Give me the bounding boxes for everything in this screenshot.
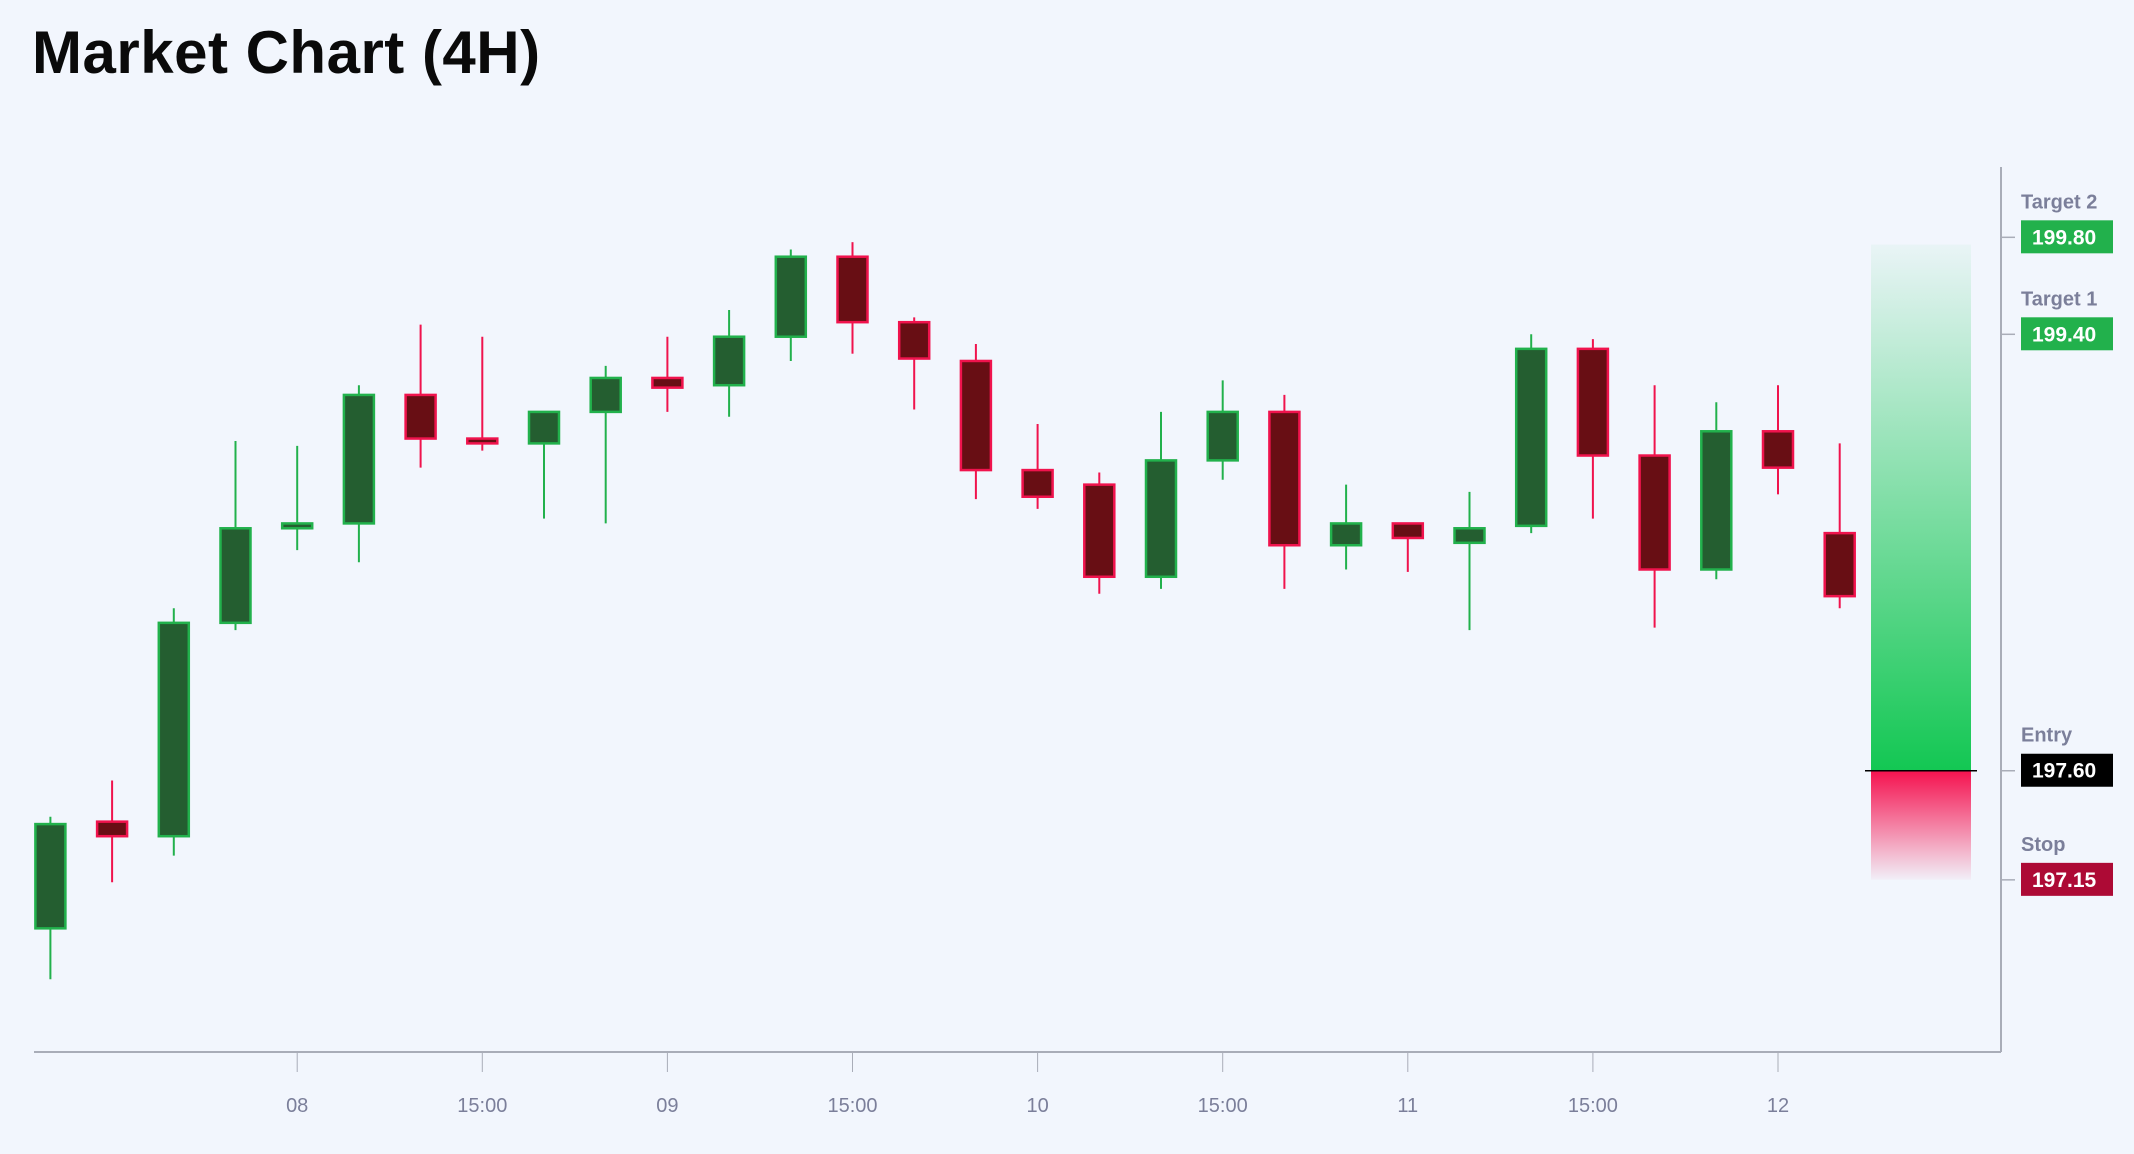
candle [95,780,129,883]
candle-body [774,255,808,338]
candle [589,365,622,524]
x-tick-label: 15:00 [827,1095,877,1117]
candle-body [1761,430,1795,469]
candle-body [34,822,67,930]
candle [1761,385,1795,495]
x-tick-label: 09 [656,1095,678,1117]
candle-body [1576,347,1610,457]
candles-layer [34,242,1856,980]
candle [1268,394,1301,589]
level-name: Target 1 [2021,288,2097,310]
level-value: 199.80 [2032,226,2096,249]
candle [527,410,561,519]
candle-body [527,410,561,445]
level-name: Stop [2021,834,2065,856]
price-level-stop: Stop 197.15 [2001,834,2113,896]
x-tick-label: 08 [286,1095,308,1117]
candle-body [1083,483,1116,579]
candle [1329,484,1363,570]
candle [1083,472,1116,594]
profit-zone [1871,244,1971,771]
level-value: 197.60 [2032,760,2096,783]
candle-body [404,393,437,440]
price-level-target-2: Target 2 199.80 [2001,191,2113,254]
candle-body [1021,468,1054,499]
price-level-entry: Entry 197.60 [2001,725,2113,787]
x-axis-ticks: 08 15:00 09 15:00 10 15:00 11 15:00 12 [286,1052,1789,1117]
level-value: 199.40 [2032,323,2096,346]
level-value-box [2021,753,2113,787]
price-level-target-1: Target 1 199.40 [2001,288,2113,351]
x-tick-label: 10 [1026,1095,1048,1117]
x-tick-label: 12 [1767,1095,1789,1117]
candle-body [1206,410,1239,462]
x-tick-label: 15:00 [1198,1095,1248,1117]
candle [1514,334,1548,534]
candle-body [157,621,191,838]
candle [1638,385,1671,628]
loss-zone [1871,770,1971,880]
candle [342,385,376,563]
level-value-box [2021,862,2113,896]
candle-body [959,359,993,472]
candle-body [280,522,314,530]
level-name: Target 2 [2021,191,2097,213]
candle-body [1823,531,1856,598]
chart-title: Market Chart (4H) [32,19,541,86]
candle [1700,402,1733,580]
candle-body [1144,459,1178,579]
candle [404,324,437,468]
level-value-box [2021,220,2113,254]
candle [651,336,684,412]
candle [1391,522,1425,572]
candle [1823,443,1856,609]
candle-body [1453,527,1486,545]
level-value-box [2021,317,2113,351]
candle [157,608,191,856]
candle [219,440,252,631]
x-tick-label: 15:00 [1568,1095,1618,1117]
x-tick-label: 15:00 [457,1095,507,1117]
candle [34,816,67,980]
candle [466,336,499,451]
candle [280,445,314,551]
candle-body [897,320,931,360]
candle-body [1700,430,1733,571]
candle-body [1329,522,1363,547]
candle [712,310,746,417]
x-tick-label: 11 [1397,1095,1418,1117]
candle-body [342,393,376,525]
candle [1453,491,1486,631]
candle [959,344,993,500]
candle-body [1391,522,1425,540]
candle-body [1514,347,1548,528]
level-value: 197.15 [2032,869,2097,892]
candle [1576,339,1610,519]
candle [836,242,869,354]
candle-body [466,437,499,445]
candle [1206,380,1239,480]
candle [1144,411,1178,589]
candle-body [651,376,684,389]
price-levels: Target 2 199.80 Target 1 199.40 Entry 197.60 S… [2001,191,2113,896]
candle-body [95,820,129,838]
candle-body [836,255,869,324]
level-name: Entry [2021,725,2073,747]
candle [1021,424,1054,509]
candle-body [589,376,622,414]
candle-body [1268,410,1301,547]
position-tool [1865,244,1977,880]
candle [774,249,808,361]
candle-body [1638,454,1671,571]
candle-body [219,527,252,625]
candle [897,317,931,410]
candle-body [712,335,746,387]
